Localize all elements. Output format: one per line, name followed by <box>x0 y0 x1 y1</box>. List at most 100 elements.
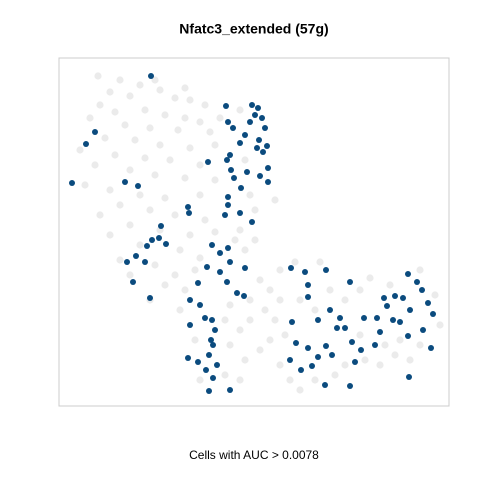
chart-title: Nfatc3_extended (57g) <box>179 21 328 37</box>
cell-point <box>161 111 169 119</box>
cell-point <box>287 357 293 363</box>
cell-point <box>322 382 328 388</box>
cell-point <box>241 156 249 164</box>
cell-point <box>202 315 208 321</box>
cell-point <box>249 102 255 108</box>
cell-point <box>187 297 193 303</box>
cell-point <box>116 256 124 264</box>
cell-point <box>210 375 216 381</box>
cell-point <box>224 157 230 163</box>
cell-point <box>186 144 194 152</box>
cell-point <box>225 194 231 200</box>
cell-point <box>174 126 182 134</box>
cell-point <box>361 356 369 364</box>
cell-point <box>352 359 358 365</box>
cell-point <box>298 367 304 373</box>
cell-point <box>234 290 240 296</box>
cell-point <box>212 327 218 333</box>
cell-point <box>326 286 334 294</box>
cell-point <box>323 267 329 273</box>
cell-point <box>186 96 194 104</box>
cell-point <box>146 124 154 132</box>
cell-point <box>181 286 189 294</box>
cell-point <box>151 171 159 179</box>
cell-point <box>226 341 234 349</box>
cell-point <box>185 204 191 210</box>
cell-point <box>141 154 149 162</box>
cell-point <box>302 269 308 275</box>
cell-point <box>111 108 119 116</box>
cell-point <box>289 319 295 325</box>
cell-point <box>419 287 425 293</box>
cell-point <box>187 322 193 328</box>
cell-point <box>223 103 229 109</box>
cell-point <box>211 176 219 184</box>
cell-point <box>311 306 319 314</box>
cell-point <box>181 114 189 122</box>
cell-point <box>216 114 224 122</box>
cell-point <box>94 72 102 80</box>
cell-point <box>356 286 364 294</box>
cell-point <box>316 258 324 266</box>
cell-point <box>266 286 274 294</box>
cell-point <box>101 134 109 142</box>
cell-point <box>185 355 191 361</box>
cell-point <box>171 94 179 102</box>
cell-point <box>144 243 150 249</box>
cell-point <box>92 129 98 135</box>
cell-point <box>420 327 426 333</box>
cell-point <box>400 295 406 301</box>
cell-point <box>106 231 114 239</box>
cell-point <box>83 141 89 147</box>
cell-point <box>256 346 264 354</box>
cell-point <box>76 146 84 154</box>
cell-point <box>361 315 367 321</box>
cell-point <box>327 307 333 313</box>
cell-point <box>372 342 378 348</box>
cell-point <box>191 266 199 274</box>
cell-point <box>111 151 119 159</box>
cell-point <box>225 119 231 125</box>
cell-point <box>436 321 444 329</box>
cell-point <box>347 383 353 389</box>
cell-point <box>358 347 364 353</box>
cell-point <box>106 88 114 96</box>
cell-point <box>315 354 321 360</box>
cell-point <box>252 112 258 118</box>
cell-point <box>176 246 184 254</box>
cell-point <box>136 191 144 199</box>
cell-point <box>226 301 234 309</box>
cell-point <box>205 159 211 165</box>
cell-point <box>265 179 271 185</box>
cell-point <box>236 376 244 384</box>
cell-point <box>276 266 284 274</box>
cell-point <box>126 271 134 279</box>
cell-point <box>256 276 264 284</box>
cell-point <box>271 316 279 324</box>
cell-point <box>221 316 229 324</box>
cell-point <box>381 341 389 349</box>
cell-point <box>236 226 244 234</box>
cell-point <box>225 245 231 251</box>
cell-point <box>136 81 144 89</box>
cell-point <box>214 362 220 368</box>
cell-point <box>315 317 321 323</box>
cell-point <box>116 76 124 84</box>
cell-point <box>406 374 412 380</box>
cell-point <box>156 235 162 241</box>
cell-point <box>251 236 259 244</box>
cell-point <box>96 211 104 219</box>
cell-point <box>242 132 248 138</box>
cell-point <box>171 271 179 279</box>
cell-point <box>211 228 219 236</box>
cell-point <box>377 329 383 335</box>
cell-point <box>209 317 215 323</box>
cell-point <box>224 279 230 285</box>
cell-point <box>227 387 233 393</box>
cell-point <box>151 76 159 84</box>
cell-point <box>288 265 294 271</box>
cell-point <box>151 261 159 269</box>
cell-point <box>166 156 174 164</box>
cell-point <box>146 206 154 214</box>
cell-point <box>156 86 164 94</box>
